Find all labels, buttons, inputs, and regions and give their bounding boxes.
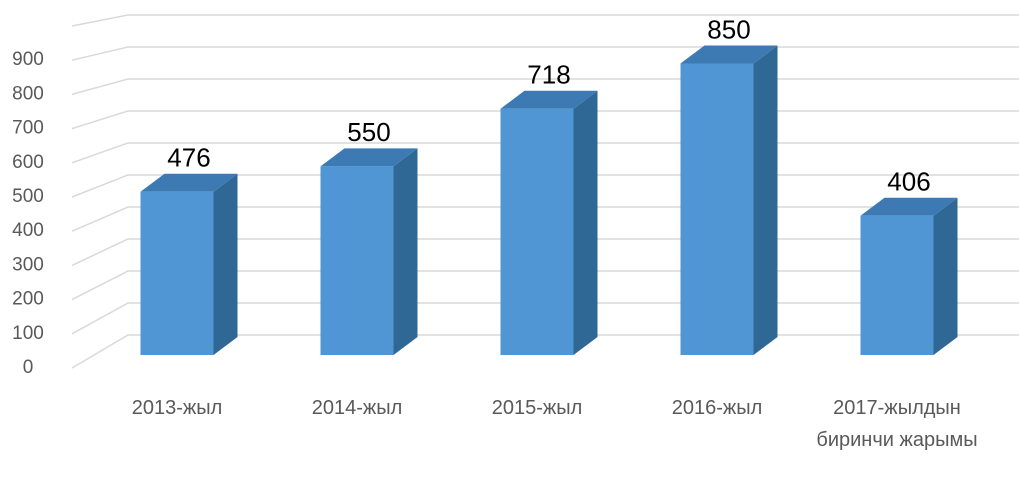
y-tick-label: 400 bbox=[12, 220, 44, 241]
bar-side bbox=[213, 173, 238, 355]
x-tick-label: 2013-жыл bbox=[131, 397, 223, 419]
bar bbox=[500, 108, 574, 355]
y-tick-label: 100 bbox=[12, 323, 44, 344]
y-tick-label: 500 bbox=[12, 186, 44, 207]
bar-side bbox=[933, 197, 958, 355]
bar-top bbox=[140, 173, 238, 192]
grid-line bbox=[71, 46, 1019, 61]
bar bbox=[140, 191, 214, 355]
bar bbox=[860, 215, 934, 355]
bar-top bbox=[860, 197, 958, 216]
bar-top bbox=[500, 90, 598, 109]
bar-side bbox=[753, 45, 778, 355]
value-label: 406 bbox=[887, 167, 930, 197]
x-tick-label: 2016-жыл bbox=[671, 397, 763, 419]
bar-side bbox=[393, 148, 418, 355]
wall-edge bbox=[71, 14, 1019, 27]
x-tick-label: 2015-жыл bbox=[491, 397, 583, 419]
value-label: 850 bbox=[707, 14, 750, 44]
y-tick-label: 200 bbox=[12, 289, 44, 310]
y-tick-label: 700 bbox=[12, 118, 44, 139]
y-tick-label: 300 bbox=[12, 254, 44, 275]
y-tick-label: 600 bbox=[12, 152, 44, 173]
y-tick-label: 900 bbox=[12, 49, 44, 70]
bar-top bbox=[320, 148, 418, 167]
bar-side bbox=[573, 90, 598, 355]
bar bbox=[320, 166, 394, 355]
x-tick-label: 2017-жылдын биринчи жарымы bbox=[816, 397, 978, 451]
bar bbox=[680, 63, 754, 355]
value-label: 476 bbox=[167, 143, 210, 173]
y-tick-label: 800 bbox=[12, 83, 44, 104]
x-tick-label: 2014-жыл bbox=[311, 397, 403, 419]
bar-top bbox=[680, 45, 778, 64]
value-label: 550 bbox=[347, 117, 390, 147]
y-tick-label: 0 bbox=[23, 357, 34, 378]
value-label: 718 bbox=[527, 60, 570, 90]
